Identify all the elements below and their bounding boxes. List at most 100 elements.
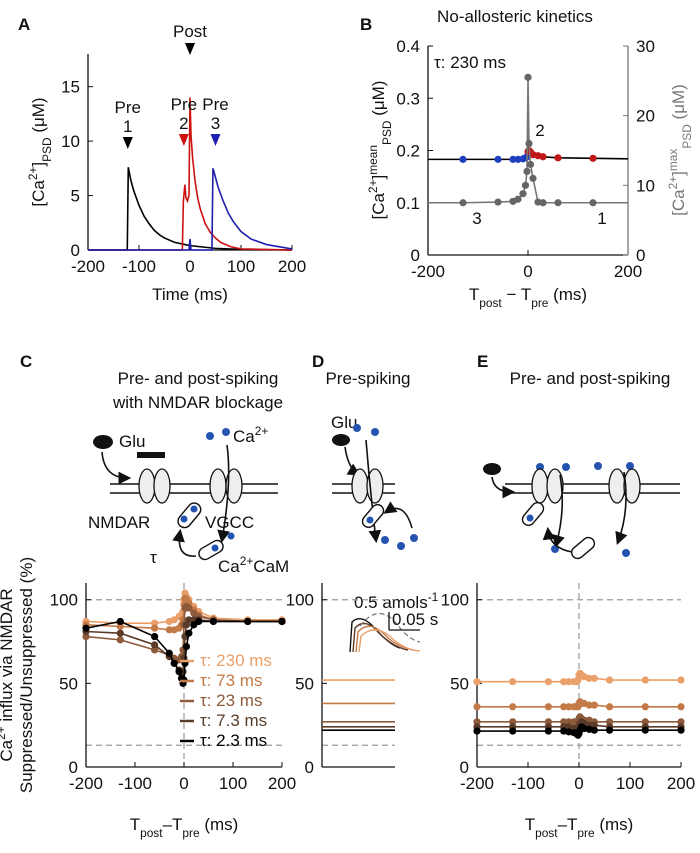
annotation: 1 — [597, 209, 606, 228]
data-point — [459, 155, 467, 163]
receptor — [138, 468, 156, 504]
y2-axis-label: [Ca2+]maxPSD (μM) — [666, 84, 694, 216]
x-axis-label-part: (ms) — [595, 815, 634, 834]
data-point — [165, 649, 173, 657]
diagram-label: Glu — [119, 432, 145, 451]
calmodulin — [521, 501, 545, 527]
label-part: 0.5 amols — [354, 593, 428, 612]
data-point — [606, 726, 614, 734]
y-tick-label: 0 — [71, 241, 80, 260]
data-point — [116, 636, 124, 644]
x-axis-label-part: pre — [577, 826, 595, 840]
event-marker — [185, 43, 195, 55]
data-point — [244, 617, 252, 626]
inset-trace — [359, 612, 421, 643]
calcium — [190, 505, 198, 513]
x-tick-label: 0 — [523, 262, 532, 281]
y-tick-label: 50 — [450, 674, 469, 693]
channel — [209, 468, 227, 504]
arrow — [365, 439, 382, 544]
diagram-label: VGCC — [205, 513, 254, 532]
data-point — [494, 198, 502, 206]
calmodulin — [361, 503, 385, 529]
x-tick-label: 200 — [614, 262, 642, 281]
x-axis-label-part: –T — [163, 815, 183, 834]
panel-letter: B — [360, 15, 372, 34]
x-axis-label-part: post — [140, 826, 163, 840]
arrow — [542, 526, 573, 553]
data-point — [209, 617, 217, 626]
channel — [608, 468, 626, 504]
chart-title: Pre-spiking — [325, 369, 410, 388]
data-point — [473, 703, 481, 711]
data-point — [509, 727, 517, 735]
arrow — [491, 476, 516, 499]
y-axis-label-part: influx via NMDAR — [0, 588, 16, 726]
label-part: 2+ — [240, 554, 254, 568]
data-point — [151, 632, 159, 641]
label-part: Ca — [218, 557, 240, 576]
data-point — [459, 199, 467, 207]
inset-trace — [358, 629, 421, 653]
calcium — [366, 516, 374, 524]
x-tick-label: 200 — [278, 257, 306, 276]
y2-axis-label-part: [Ca — [669, 189, 688, 216]
data-point — [590, 674, 598, 682]
data-point — [526, 160, 535, 169]
calcium — [371, 428, 379, 436]
data-point — [677, 676, 685, 684]
data-point — [560, 703, 568, 711]
event-label: Post — [173, 22, 207, 41]
y-tick-label: 5 — [71, 187, 80, 206]
x-axis-label-part: T — [469, 285, 479, 304]
y-tick-label: 15 — [61, 78, 80, 97]
receptor — [531, 468, 549, 504]
calmodulin — [570, 536, 596, 560]
data-point — [590, 721, 598, 729]
panel-letter: E — [477, 352, 488, 371]
diagram-e — [483, 462, 680, 560]
y2-tick-label: 0 — [636, 246, 645, 265]
label-part: 2+ — [255, 424, 269, 438]
x-tick-label: 0 — [179, 774, 188, 793]
receptor — [546, 468, 564, 504]
data-point — [82, 624, 90, 632]
y-tick-label: 0 — [411, 246, 420, 265]
legend-label: τ: 7.3 ms — [200, 711, 267, 730]
x-tick-label: 100 — [227, 257, 255, 276]
data-point — [151, 646, 159, 654]
event-label: Pre — [171, 95, 197, 114]
x-tick-label: -200 — [69, 774, 103, 793]
y-tick-label: 0 — [305, 758, 314, 777]
data-point — [116, 622, 124, 631]
data-point — [585, 674, 593, 682]
diagram-label: Ca2+CaM — [218, 554, 289, 576]
calcium — [526, 514, 534, 522]
data-point — [82, 632, 90, 641]
channel — [225, 468, 243, 504]
diagram-label: NMDAR — [88, 513, 150, 532]
y2-tick-label: 30 — [636, 37, 655, 56]
y2-tick-label: 10 — [636, 176, 655, 195]
data-point — [525, 139, 533, 148]
data-point — [585, 701, 593, 709]
y-axis-label: Ca2+ influx via NMDAR — [0, 588, 16, 761]
diagram-c: Glu Ca2+ NMDAR VGCC τ Ca2+CaM — [88, 424, 289, 576]
data-point — [509, 678, 517, 686]
event-label: Pre — [115, 98, 141, 117]
x-tick-label: -100 — [511, 774, 545, 793]
y-tick-label: 100 — [286, 591, 314, 610]
data-point — [151, 619, 159, 627]
data-point — [544, 678, 553, 686]
data-point — [509, 718, 517, 726]
x-tick-label: 200 — [667, 774, 695, 793]
data-point — [589, 154, 597, 162]
diagram-d: Glu — [331, 413, 418, 550]
x-axis-label: Tpost − Tpre (ms) — [469, 285, 587, 310]
calcium — [626, 462, 634, 470]
x-axis-label-part: –T — [558, 815, 578, 834]
event-marker — [210, 134, 221, 146]
glutamate — [332, 434, 350, 446]
y-axis-label-part: PSD — [380, 120, 394, 145]
data-point — [521, 181, 530, 189]
